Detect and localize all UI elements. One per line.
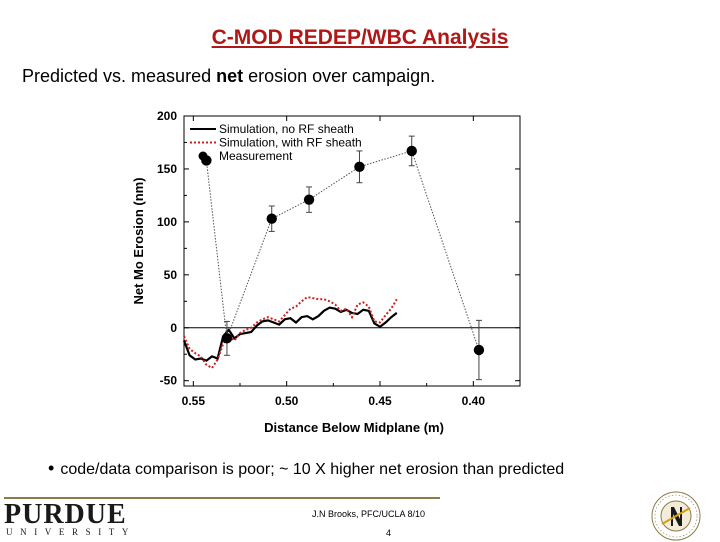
footer-divider xyxy=(4,497,440,499)
x-axis-label: Distance Below Midplane (m) xyxy=(264,420,444,435)
university-seal-icon xyxy=(651,491,701,541)
legend-label: Simulation, with RF sheath xyxy=(219,136,362,150)
measurement-point xyxy=(221,333,233,344)
y-axis-label: Net Mo Erosion (nm) xyxy=(131,177,146,304)
y-tick-label: -50 xyxy=(160,374,178,388)
series-line-no-rf-sheath xyxy=(182,306,398,362)
purdue-logo-subtitle: UNIVERSITY xyxy=(6,527,136,537)
bullet-text: code/data comparison is poor; ~ 10 X hig… xyxy=(60,461,565,478)
x-tick-label: 0.50 xyxy=(275,394,299,408)
y-tick-label: 200 xyxy=(157,109,177,123)
measurement-point xyxy=(473,344,485,356)
legend-label: Simulation, no RF sheath xyxy=(219,122,354,136)
footer-credit: J.N Brooks, PFC/UCLA 8/10 xyxy=(312,509,426,519)
plot-frame xyxy=(183,115,521,387)
measurement-connector xyxy=(205,150,480,351)
purdue-logo-wordmark: PURDUE xyxy=(4,499,127,530)
y-tick-label: 150 xyxy=(157,162,177,176)
x-tick-label: 0.55 xyxy=(182,394,206,408)
y-tick-label: 50 xyxy=(164,268,178,282)
bullet-glyph: • xyxy=(48,458,55,478)
slide-subtitle: Predicted vs. measured net erosion over … xyxy=(22,66,435,87)
subtitle-bold: net xyxy=(216,66,244,86)
measurement-point xyxy=(266,213,277,224)
x-tick-label: 0.45 xyxy=(368,394,392,408)
measurement-point xyxy=(406,145,417,157)
page-number: 4 xyxy=(386,528,392,538)
subtitle-part-2: erosion over campaign. xyxy=(243,66,436,86)
y-tick-label: 100 xyxy=(157,215,177,229)
subtitle-part-1: Predicted vs. measured xyxy=(22,66,217,86)
bullet-item: • code/data comparison is poor; ~ 10 X hi… xyxy=(48,458,564,479)
legend-label: Measurement xyxy=(219,149,293,163)
measurement-point xyxy=(303,194,315,205)
y-tick-label: 0 xyxy=(170,321,177,335)
legend-marker xyxy=(198,151,208,161)
x-tick-label: 0.40 xyxy=(462,394,486,408)
measurement-point xyxy=(354,161,365,173)
slide-title: C-MOD REDEP/WBC Analysis xyxy=(211,26,509,49)
